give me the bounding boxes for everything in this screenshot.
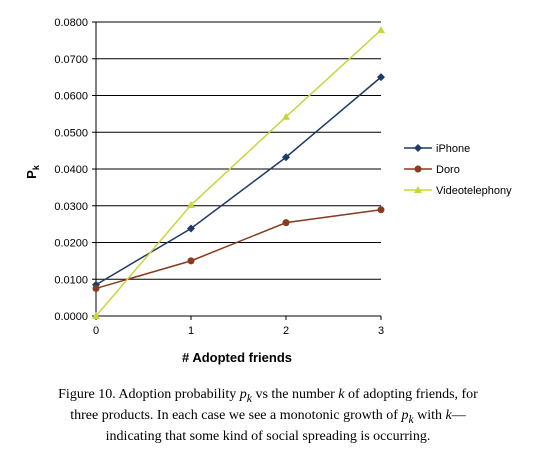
legend-label: iPhone bbox=[436, 143, 470, 155]
caption-text: vs the number bbox=[252, 387, 338, 402]
series-videotelephony bbox=[92, 26, 385, 319]
legend-marker bbox=[414, 144, 422, 152]
caption-text: with bbox=[414, 408, 446, 423]
caption-line-1: Figure 10. Adoption probability pk vs th… bbox=[6, 386, 530, 407]
y-axis-label-sub: k bbox=[31, 164, 41, 170]
legend-label: Videotelephony bbox=[436, 185, 512, 197]
y-axis-label-main: P bbox=[24, 170, 39, 179]
data-point-doro bbox=[378, 206, 385, 213]
legend-label: Doro bbox=[436, 164, 460, 176]
x-tick-label: 0 bbox=[93, 325, 99, 337]
legend-marker bbox=[415, 166, 422, 173]
legend-item-doro: Doro bbox=[404, 164, 460, 176]
x-tick-label: 2 bbox=[283, 325, 289, 337]
caption-line-2: three products. In each case we see a mo… bbox=[6, 407, 530, 428]
data-point-doro bbox=[93, 285, 100, 292]
y-tick-label: 0.0300 bbox=[54, 201, 88, 213]
legend-item-videotelephony: Videotelephony bbox=[404, 185, 512, 197]
y-axis-label: Pk bbox=[24, 164, 41, 179]
x-axis-label: # Adopted friends bbox=[182, 350, 292, 365]
x-tick-label: 3 bbox=[378, 325, 384, 337]
legend: iPhone Doro Videotelephony bbox=[404, 143, 512, 197]
gridlines bbox=[92, 22, 381, 316]
y-tick-label: 0.0400 bbox=[54, 164, 88, 176]
y-tick-label: 0.0800 bbox=[54, 17, 88, 29]
caption-text: — bbox=[452, 408, 466, 423]
y-tick-label: 0.0600 bbox=[54, 91, 88, 103]
caption-line-3: indicating that some kind of social spre… bbox=[6, 428, 530, 445]
data-point-doro bbox=[283, 219, 290, 226]
y-tick-label: 0.0000 bbox=[54, 311, 88, 323]
series-iphone bbox=[92, 73, 385, 289]
x-tick-label: 1 bbox=[188, 325, 194, 337]
series-group bbox=[92, 26, 385, 319]
series-line-iphone bbox=[96, 77, 381, 285]
legend-item-iphone: iPhone bbox=[404, 143, 470, 155]
figure-caption: Figure 10. Adoption probability pk vs th… bbox=[6, 386, 530, 445]
y-tick-labels: 0.0000 0.0100 0.0200 0.0300 0.0400 0.0500 0.06… bbox=[54, 17, 88, 323]
caption-text: Figure 10. Adoption probability bbox=[58, 387, 240, 402]
y-tick-label: 0.0100 bbox=[54, 274, 88, 286]
data-point-videotelephony bbox=[377, 26, 385, 33]
caption-text: three products. In each case we see a mo… bbox=[70, 408, 401, 423]
caption-text: of adopting friends, for bbox=[344, 387, 477, 402]
series-line-doro bbox=[96, 210, 381, 289]
caption-symbol: p bbox=[240, 387, 247, 402]
series-line-videotelephony bbox=[96, 30, 381, 316]
y-tick-label: 0.0500 bbox=[54, 127, 88, 139]
y-tick-label: 0.0200 bbox=[54, 238, 88, 250]
data-point-doro bbox=[188, 257, 195, 264]
line-chart: 0.0000 0.0100 0.0200 0.0300 0.0400 0.0500 0.06… bbox=[0, 0, 536, 380]
y-tick-label: 0.0700 bbox=[54, 54, 88, 66]
x-tick-labels: 0 1 2 3 bbox=[93, 325, 384, 337]
